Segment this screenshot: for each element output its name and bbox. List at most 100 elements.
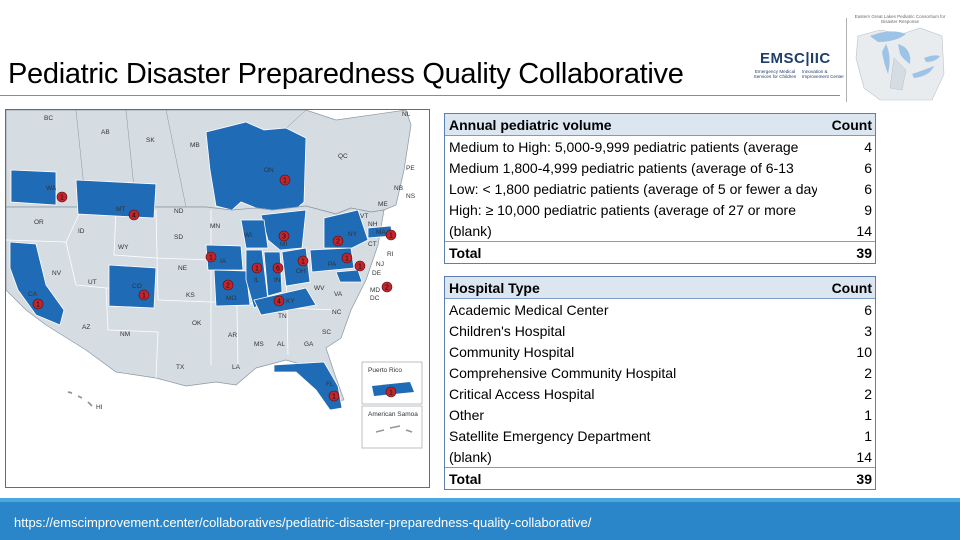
marker: 4 [273,295,285,307]
marker: 2 [222,279,234,291]
map-label-wa: WA [46,185,57,192]
row-count: 2 [864,385,872,402]
row-label: (blank) [449,222,492,239]
row-label: Medium to High: 5,000-9,999 pediatric pa… [449,138,799,155]
emsc-logo-subtitle-right: Innovation & Improvement Center [802,69,844,79]
marker: 1 [205,251,217,263]
map-label-nv: NV [52,270,62,277]
map-label-nm: NM [120,331,130,338]
title-divider [0,95,840,96]
marker: 4 [128,209,140,221]
map-label-qc: QC [338,153,348,160]
svg-text:1: 1 [60,195,64,202]
map-label-pa: PA [328,261,337,268]
state-ca [9,241,65,326]
map-label-ga: GA [304,341,314,348]
svg-text:1: 1 [301,259,305,266]
map-label-ny: NY [348,231,358,238]
map-label-me: ME [378,201,388,208]
svg-text:1: 1 [255,266,259,273]
map-label-vt: VT [360,213,368,220]
map-label-oh: OH [296,268,306,275]
svg-text:1: 1 [332,394,336,401]
table-header-row: Annual pediatric volume Count [445,114,875,136]
svg-text:1: 1 [209,255,213,262]
table-row: (blank) 14 [445,446,875,468]
state-oh [281,247,311,287]
marker: 1 [328,390,340,402]
participant-markers: 1 1 4 1 1 1 2 1 6 3 4 1 2 1 1 1 2 1 1 [32,174,397,402]
map-label-nl: NL [402,111,411,118]
column-header-count: Count [818,277,875,299]
state-fl [273,361,343,411]
svg-text:2: 2 [336,239,340,246]
map-label-pe: PE [406,165,415,172]
row-count: 14 [856,448,872,465]
total-label: Total [445,467,818,489]
marker: 1 [251,262,263,274]
state-wi [240,219,269,249]
marker: 1 [32,298,44,310]
map-label-sk: SK [146,137,155,144]
row-count: 4 [864,138,872,155]
table-header-row: Hospital Type Count [445,277,875,299]
marker: 1 [341,252,353,264]
map-label-mo: MO [226,295,236,302]
map-label-ia: IA [220,258,227,265]
table-row: Satellite Emergency Department 1 [445,425,875,446]
state-mi [260,209,307,251]
map-label-nj: NJ [376,261,384,268]
map-label-il: IL [254,277,260,284]
row-label: Academic Medical Center [449,301,609,318]
map-label-sd: SD [174,234,183,241]
marker: 2 [332,235,344,247]
svg-text:3: 3 [282,234,286,241]
row-label: Medium 1,800-4,999 pediatric patients (a… [449,159,794,176]
map-label-id: ID [78,228,85,235]
us-canada-map: BC AB SK MB ON QC NL PE NB NS ME VT NH M… [6,110,429,487]
marker: 2 [381,281,393,293]
row-label: Comprehensive Community Hospital [449,364,677,381]
map-label-puerto-rico: Puerto Rico [368,367,402,374]
map-label-on: ON [264,167,274,174]
table-row: Other 1 [445,404,875,425]
row-label: Children's Hospital [449,322,566,339]
table-row: Medium 1,800-4,999 pediatric patients (a… [445,157,875,178]
map-label-nh: NH [368,221,378,228]
table-row: Community Hospital 10 [445,341,875,362]
svg-text:2: 2 [385,285,389,292]
map-label-ns: NS [406,193,416,200]
svg-text:1: 1 [345,256,349,263]
svg-text:1: 1 [283,178,287,185]
map-label-dc: DC [370,295,380,302]
map-label-mt: MT [116,206,125,213]
map-label-wi: WI [244,232,252,239]
map-label-mi: MI [280,241,287,248]
map-label-ri: RI [387,251,394,258]
map-label-nb: NB [394,185,403,192]
row-count: 6 [864,180,872,197]
footer-bar: https://emscimprovement.center/collabora… [0,498,960,540]
marker: 1 [138,289,150,301]
state-pa [309,247,355,273]
map-label-de: DE [372,270,382,277]
row-label: Low: < 1,800 pediatric patients (average… [449,180,817,197]
map-label-wy: WY [118,244,129,251]
marker: 3 [278,230,290,242]
table-row: Critical Access Hospital 2 [445,383,875,404]
map-label-ms: MS [254,341,264,348]
total-count: 39 [820,241,875,263]
collaborative-url-link[interactable]: https://emscimprovement.center/collabora… [14,515,592,530]
row-count: 9 [864,201,872,218]
map-label-ma: MA [376,229,386,236]
svg-text:1: 1 [389,233,393,240]
table-row: Medium to High: 5,000-9,999 pediatric pa… [445,136,875,158]
participant-map: BC AB SK MB ON QC NL PE NB NS ME VT NH M… [5,109,430,488]
row-count: 3 [864,322,872,339]
map-label-mn: MN [210,223,220,230]
marker: 6 [272,262,284,274]
state-ia [205,244,244,271]
map-label-ar: AR [228,332,237,339]
map-label-la: LA [232,364,241,371]
table-row: Children's Hospital 3 [445,320,875,341]
